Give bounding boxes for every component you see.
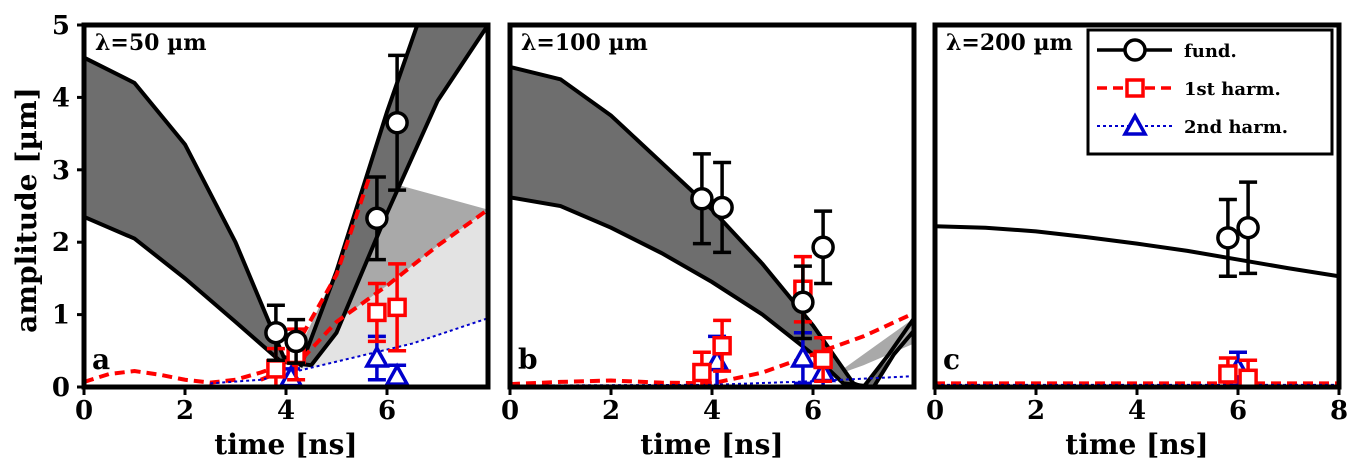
fit-band-light xyxy=(210,209,488,384)
y-tick-label: 0 xyxy=(52,373,70,403)
panel-letter: a xyxy=(92,343,110,376)
y-axis-label: amplitude [µm] xyxy=(10,87,43,333)
x-tick-label: 0 xyxy=(501,396,519,426)
data-point-circle xyxy=(365,206,389,231)
x-tick-label: 4 xyxy=(703,396,721,426)
x-tick-label: 4 xyxy=(277,396,295,426)
data-point-circle xyxy=(811,235,835,260)
x-tick-label: 6 xyxy=(378,396,396,426)
legend: fund. 1st harm. 2nd harm. xyxy=(1086,28,1334,156)
data-point-square xyxy=(712,335,732,356)
legend-label: 2nd harm. xyxy=(1184,117,1288,138)
panel-letter: b xyxy=(518,343,538,376)
data-point-circle xyxy=(710,195,734,220)
fit-band-mid xyxy=(833,318,914,377)
panel-a: 0 2 4 6 time [ns] λ=50 µm a xyxy=(75,22,491,461)
data-point-square xyxy=(387,297,407,318)
fit-line xyxy=(510,375,914,387)
fit-line xyxy=(259,207,488,382)
x-axis-label: time [ns] xyxy=(1065,428,1208,461)
data-point-circle xyxy=(385,110,409,135)
fit-band-edge xyxy=(84,25,420,369)
data-point-square xyxy=(1238,368,1258,387)
x-axis-label: time [ns] xyxy=(214,428,357,461)
data-point-circle xyxy=(284,329,308,354)
panel-title: λ=100 µm xyxy=(521,30,648,56)
legend-label: fund. xyxy=(1184,41,1237,62)
panel-b: 0 2 4 6 time [ns] λ=100 µm b xyxy=(501,22,917,461)
data-point-square xyxy=(813,349,833,370)
data-point-square xyxy=(1218,364,1238,384)
data-point-triangle xyxy=(789,344,816,368)
x-axis-label: time [ns] xyxy=(640,428,783,461)
panel-letter: c xyxy=(943,343,960,376)
data-point-square xyxy=(1125,78,1145,98)
data-point-circle xyxy=(1216,226,1240,250)
y-tick-label: 2 xyxy=(52,228,70,258)
y-tick-label: 3 xyxy=(52,156,70,186)
fit-line xyxy=(861,317,914,387)
plot-area xyxy=(84,25,488,387)
panel-c: 0 2 4 6 8 time [ns] λ=200 µm c xyxy=(926,22,1348,461)
fit-band-dark xyxy=(510,66,914,387)
x-tick-label: 8 xyxy=(1330,396,1348,426)
panel-title: λ=200 µm xyxy=(946,30,1073,56)
x-tick-label: 4 xyxy=(1128,396,1146,426)
data-point-square xyxy=(266,359,286,379)
data-point-circle xyxy=(1236,215,1260,240)
y-tick-label: 5 xyxy=(52,11,70,41)
x-tick-label: 2 xyxy=(1027,396,1045,426)
data-point-circle xyxy=(1123,38,1147,62)
data-point-square xyxy=(367,302,387,323)
data-point-circle xyxy=(264,320,288,345)
fit-line xyxy=(510,311,914,387)
panel-title: λ=50 µm xyxy=(95,30,207,56)
data-point-circle xyxy=(690,187,714,211)
x-tick-label: 2 xyxy=(602,396,620,426)
fit-line xyxy=(935,224,1339,279)
y-tick-label: 4 xyxy=(52,83,70,113)
data-point-square xyxy=(692,362,712,383)
data-point-triangle xyxy=(1122,112,1148,136)
plot-area xyxy=(510,65,914,387)
fit-band-dark xyxy=(84,25,488,366)
x-tick-label: 6 xyxy=(804,396,822,426)
data-point-triangle xyxy=(363,344,390,368)
fit-line xyxy=(210,317,488,385)
x-tick-label: 0 xyxy=(926,396,944,426)
legend-label: 1st harm. xyxy=(1184,79,1281,100)
x-tick-label: 6 xyxy=(1229,396,1247,426)
data-point-circle xyxy=(791,290,815,315)
x-tick-label: 2 xyxy=(176,396,194,426)
x-tick-label: 0 xyxy=(75,396,93,426)
fit-band-edge xyxy=(510,195,914,387)
data-point-triangle xyxy=(384,362,411,386)
y-tick-label: 1 xyxy=(52,301,70,331)
plot-area xyxy=(935,180,1339,387)
